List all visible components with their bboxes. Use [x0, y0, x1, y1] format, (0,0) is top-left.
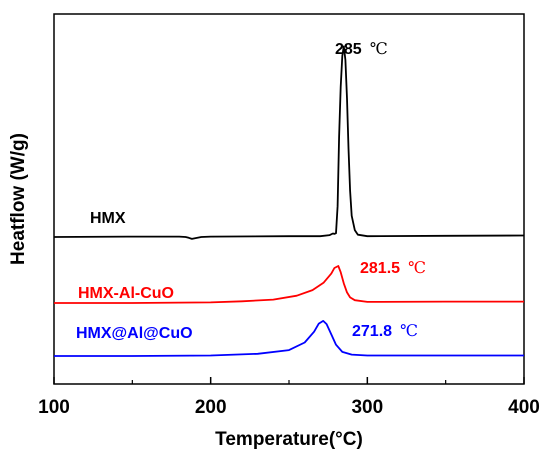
- x-tick-label: 400: [508, 397, 540, 418]
- y-axis-title: Heatflow (W/g): [8, 133, 29, 265]
- series-line-hmx: [53, 45, 525, 240]
- peak-unit-hmx-at-al-at-cuo: ℃: [400, 321, 418, 340]
- peak-value-hmx-al-cuo: 281.5: [360, 260, 400, 277]
- series-layer: [53, 45, 525, 357]
- peak-unit-hmx-al-cuo: ℃: [408, 258, 426, 277]
- series-line-hmx-al-cuo: [54, 265, 524, 304]
- peak-annotation-hmx: 285 ℃: [335, 39, 388, 58]
- peak-unit-hmx: ℃: [370, 39, 388, 58]
- series-label-hmx: HMX: [90, 210, 126, 227]
- x-tick-label: 100: [38, 397, 70, 418]
- series-line-hmx-at-al-at-cuo: [54, 319, 524, 357]
- peak-value-hmx-at-al-at-cuo: 271.8: [352, 323, 392, 340]
- x-tick-label: 300: [351, 397, 383, 418]
- peak-value-hmx: 285: [335, 41, 362, 58]
- x-tick-label: 200: [195, 397, 227, 418]
- peak-annotation-hmx-at-al-at-cuo: 271.8 ℃: [352, 321, 418, 340]
- peak-annotation-hmx-al-cuo: 281.5 ℃: [360, 258, 426, 277]
- series-label-hmx-al-cuo: HMX-Al-CuO: [78, 285, 174, 302]
- x-axis-ticks: 100 200 300 400: [38, 377, 540, 418]
- series-label-hmx-at-al-at-cuo: HMX@Al@CuO: [76, 325, 193, 342]
- x-axis-title: Temperature(°C): [215, 429, 363, 450]
